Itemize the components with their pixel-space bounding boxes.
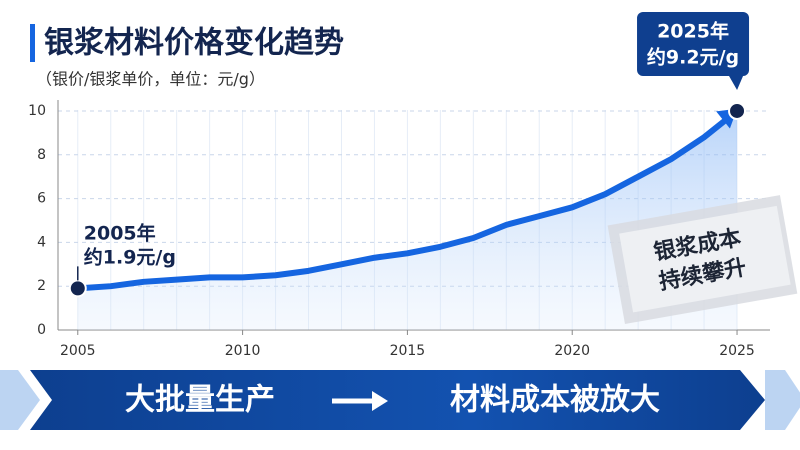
x-tick-label: 2015: [390, 343, 426, 359]
annotation: 约1.9元/g: [84, 246, 176, 269]
chart-subtitle: （银价/银浆单价，单位：元/g）: [36, 70, 265, 89]
y-tick-label: 0: [37, 322, 46, 338]
y-tick-label: 6: [37, 191, 46, 207]
annotation: 2005年: [84, 222, 156, 245]
y-tick-label: 8: [37, 147, 46, 163]
y-tick-label: 2: [37, 278, 46, 294]
x-tick-label: 2020: [554, 343, 590, 359]
callout-tail: [729, 76, 744, 90]
annotation: 约9.2元/g: [647, 46, 739, 69]
x-tick-label: 2010: [225, 343, 261, 359]
point-marker: [728, 101, 747, 120]
point-marker: [68, 279, 87, 298]
banner-left: 大批量生产: [125, 383, 275, 418]
line: [77, 108, 739, 292]
x-tick-label: 2025: [719, 343, 755, 359]
y-tick-label: 4: [37, 234, 46, 250]
area: [77, 110, 738, 330]
chart-title: 银浆材料价格变化趋势: [44, 26, 344, 61]
annotation: 2025年: [657, 20, 729, 43]
x-tick-label: 2005: [60, 343, 96, 359]
callout-box: [637, 12, 750, 76]
stamp-brush: [619, 205, 791, 313]
banner: 大批量生产 材料成本被放大: [0, 370, 800, 430]
y-tick-label: 10: [28, 103, 46, 119]
title-accent: [30, 24, 35, 62]
banner-right: 材料成本被放大: [450, 383, 660, 418]
